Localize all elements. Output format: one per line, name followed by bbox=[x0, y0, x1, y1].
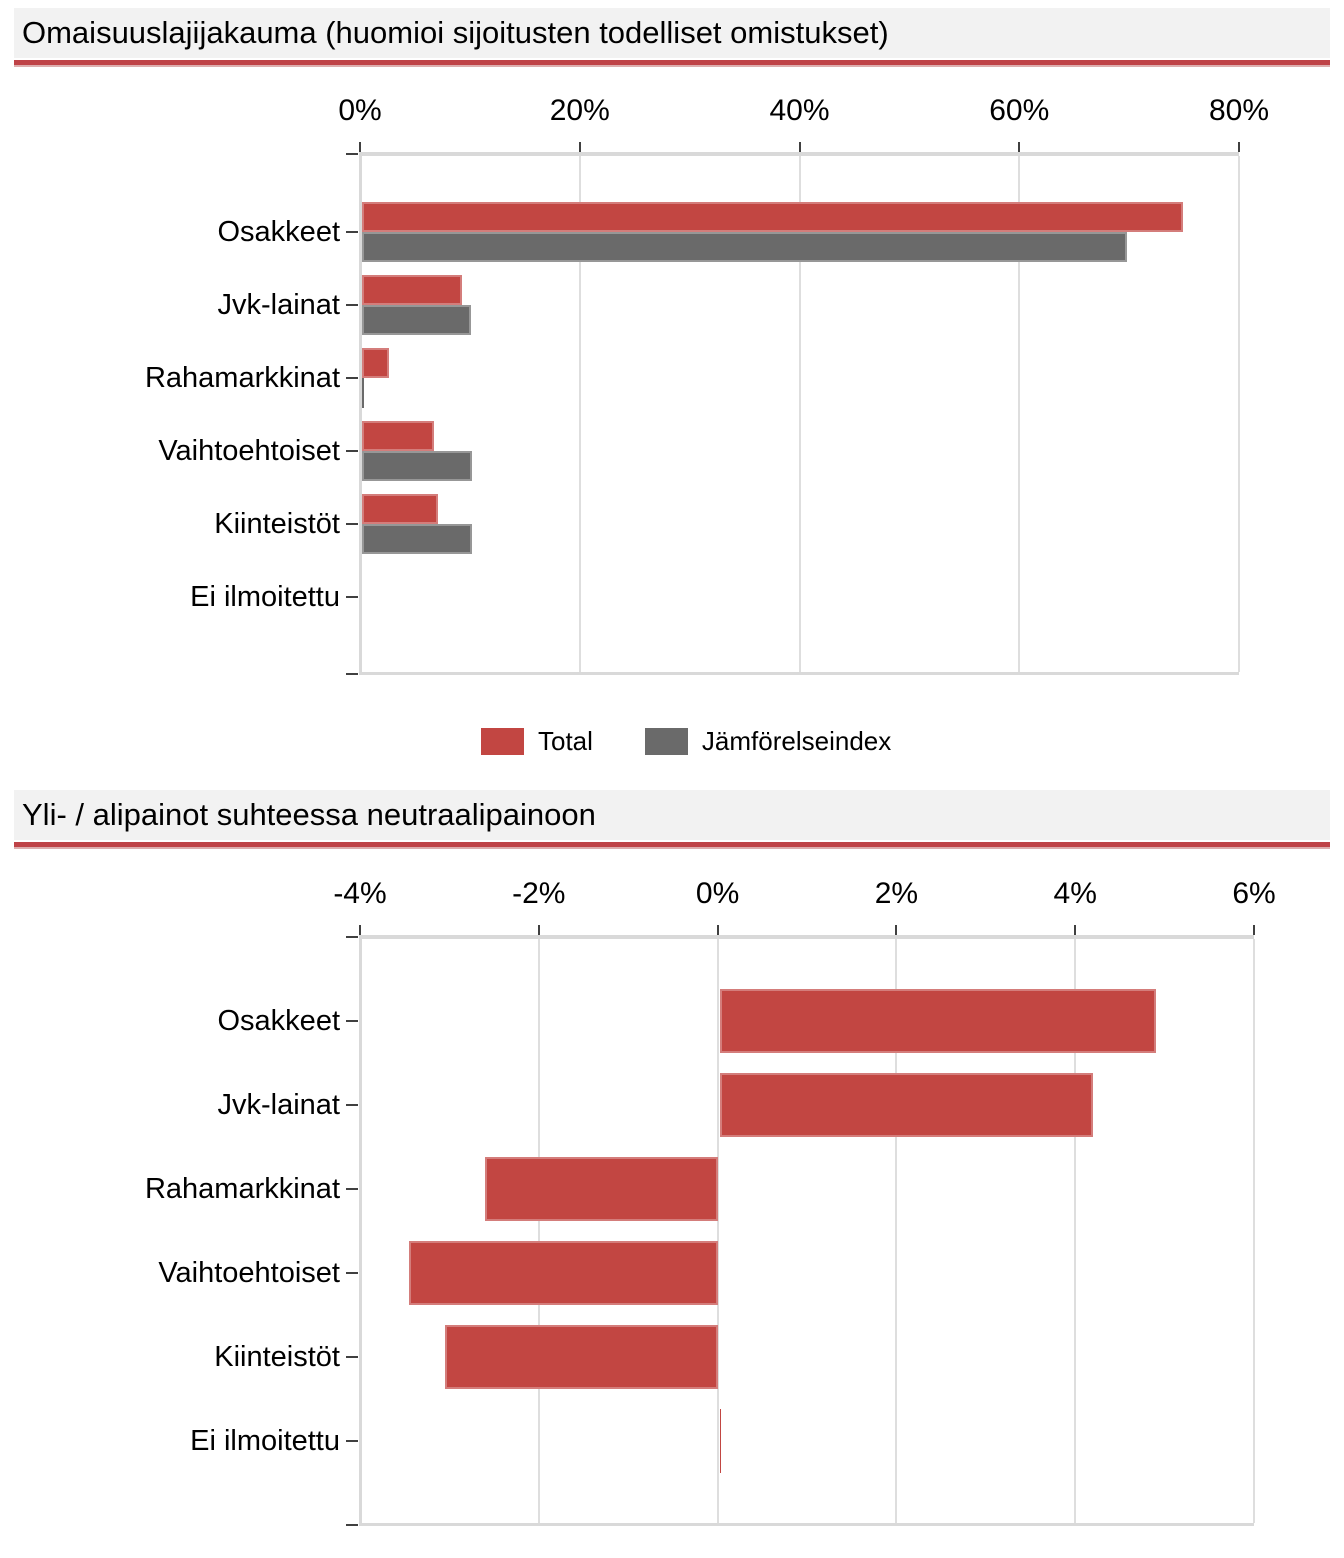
x-tick-label: 20% bbox=[549, 94, 610, 127]
x-axis-tick bbox=[1074, 925, 1077, 935]
gridline bbox=[537, 939, 540, 1523]
category-tick bbox=[346, 1356, 358, 1358]
x-axis-line bbox=[360, 152, 1239, 156]
x-tick-label: -4% bbox=[333, 877, 387, 910]
gridline bbox=[1238, 156, 1240, 672]
x-axis-tick bbox=[537, 925, 540, 935]
category-tick bbox=[346, 377, 358, 379]
bar-total-vaihtoehtoiset bbox=[409, 1241, 718, 1305]
category-label: Vaihtoehtoiset bbox=[158, 435, 340, 467]
bar-total-osakkeet bbox=[362, 202, 1183, 232]
category-tick bbox=[346, 1020, 358, 1022]
x-tick-label: 40% bbox=[769, 94, 830, 127]
gridline bbox=[578, 156, 581, 672]
category-tick bbox=[346, 1272, 358, 1274]
bar-total-kiinteist-t bbox=[444, 1325, 718, 1389]
gridline bbox=[716, 939, 719, 1523]
chart2-plot-area: -4% -2% 0% 2% 4% 6% Osakkeet Jvk-lainat Rahamark… bbox=[145, 877, 1276, 1526]
category-tick bbox=[346, 231, 358, 233]
chart1-title: Omaisuuslajijakauma (huomioi sijoitusten… bbox=[22, 15, 889, 50]
bar-j-mf-relseindex-vaihtoehtoiset bbox=[362, 451, 473, 481]
category-label: Vaihtoehtoiset bbox=[158, 1257, 340, 1289]
y-axis-end-tick bbox=[346, 153, 358, 155]
x-tick-label: -2% bbox=[512, 877, 566, 910]
chart1-plot-area: 0% 20% 40% 60% 80% Osakkeet Jvk-lainat Rahamark… bbox=[145, 94, 1269, 675]
gridline bbox=[895, 939, 898, 1523]
plot-bottom-line bbox=[360, 1523, 1254, 1526]
bar-total-ei-ilmoitettu bbox=[719, 1409, 722, 1473]
bar-j-mf-relseindex-jvk-lainat bbox=[362, 305, 471, 335]
y-axis-end-tick bbox=[346, 673, 358, 675]
x-tick-label: 60% bbox=[989, 94, 1050, 127]
bar-total-jvk-lainat bbox=[719, 1073, 1094, 1137]
category-label: Kiinteistöt bbox=[214, 1341, 340, 1373]
category-label: Jvk-lainat bbox=[217, 289, 341, 321]
category-tick bbox=[346, 304, 358, 306]
x-axis-tick bbox=[359, 142, 361, 152]
x-axis-tick bbox=[1018, 142, 1021, 152]
x-axis-tick bbox=[578, 142, 581, 152]
gridline bbox=[1253, 939, 1255, 1523]
x-tick-label: 0% bbox=[695, 877, 740, 910]
bar-j-mf-relseindex-osakkeet bbox=[362, 232, 1127, 262]
bar-total-vaihtoehtoiset bbox=[362, 421, 434, 451]
chart2-title-band: Yli- / alipainot suhteessa neutraalipain… bbox=[14, 790, 1330, 840]
bar-j-mf-relseindex-rahamarkkinat bbox=[362, 378, 364, 408]
plot-bottom-line bbox=[360, 672, 1239, 675]
legend-label-total: Total bbox=[538, 725, 593, 756]
category-label: Osakkeet bbox=[217, 216, 341, 248]
x-tick-label: 80% bbox=[1208, 94, 1270, 127]
x-axis-tick bbox=[895, 925, 898, 935]
x-axis-tick bbox=[359, 925, 361, 935]
chart1-title-band: Omaisuuslajijakauma (huomioi sijoitusten… bbox=[14, 8, 1330, 58]
x-tick-label: 0% bbox=[338, 94, 382, 127]
legend-swatch-comparison-index bbox=[644, 727, 688, 755]
x-axis-tick bbox=[716, 925, 719, 935]
bar-total-rahamarkkinat bbox=[362, 348, 389, 378]
x-axis-tick bbox=[1238, 142, 1240, 152]
y-axis-end-tick bbox=[346, 1524, 358, 1526]
category-tick bbox=[346, 523, 358, 525]
legend-swatch-total bbox=[481, 727, 524, 755]
chart2-title-underline bbox=[14, 842, 1330, 849]
chart2-title: Yli- / alipainot suhteessa neutraalipain… bbox=[22, 797, 596, 832]
category-label: Ei ilmoitettu bbox=[190, 1425, 340, 1457]
category-label: Rahamarkkinat bbox=[144, 362, 340, 394]
y-axis-line bbox=[359, 935, 362, 1526]
category-label: Osakkeet bbox=[217, 1005, 341, 1037]
bar-total-jvk-lainat bbox=[362, 275, 463, 305]
x-axis-tick bbox=[1253, 925, 1255, 935]
category-tick bbox=[346, 450, 358, 452]
category-label: Ei ilmoitettu bbox=[190, 581, 340, 613]
gridline bbox=[1074, 939, 1077, 1523]
x-tick-label: 6% bbox=[1232, 877, 1276, 910]
category-tick bbox=[346, 1104, 358, 1106]
x-axis-tick bbox=[798, 142, 801, 152]
chart1-legend: Total Jämförelseindex bbox=[481, 726, 891, 756]
gridline bbox=[1018, 156, 1021, 672]
x-axis-line bbox=[360, 935, 1254, 939]
bar-j-mf-relseindex-kiinteist-t bbox=[362, 524, 473, 554]
x-tick-label: 2% bbox=[874, 877, 919, 910]
category-tick bbox=[346, 1440, 358, 1442]
category-tick bbox=[346, 596, 358, 598]
legend-label-comparison-index: Jämförelseindex bbox=[701, 725, 892, 756]
gridline bbox=[798, 156, 801, 672]
bar-total-rahamarkkinat bbox=[485, 1157, 718, 1221]
bar-total-osakkeet bbox=[719, 989, 1156, 1053]
chart1-title-underline bbox=[14, 60, 1330, 67]
y-axis-end-tick bbox=[346, 936, 358, 938]
x-tick-label: 4% bbox=[1053, 877, 1097, 910]
y-axis-line bbox=[359, 152, 362, 675]
category-label: Jvk-lainat bbox=[217, 1089, 341, 1121]
category-label: Rahamarkkinat bbox=[144, 1173, 340, 1205]
bar-total-kiinteist-t bbox=[362, 494, 438, 524]
category-tick bbox=[346, 1188, 358, 1190]
category-label: Kiinteistöt bbox=[214, 508, 340, 540]
